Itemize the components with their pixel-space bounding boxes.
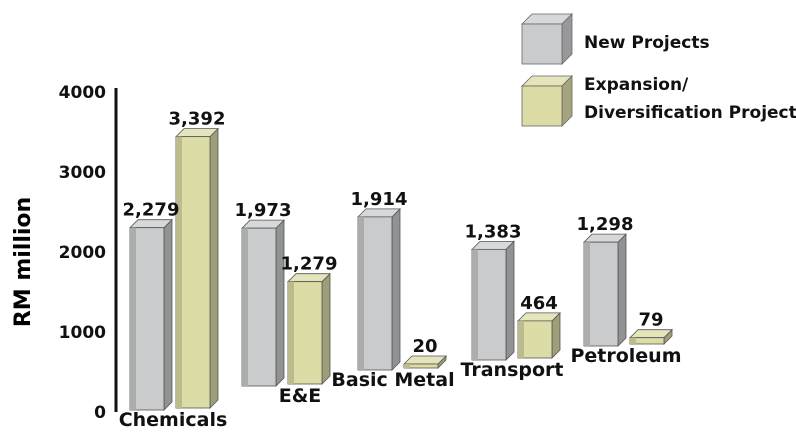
y-axis-label: RM million xyxy=(11,197,36,327)
data-label: 2,279 xyxy=(123,200,180,221)
data-label: 20 xyxy=(412,336,437,357)
legend-swatch xyxy=(521,23,563,65)
data-label: 1,914 xyxy=(351,189,408,210)
bar-edge xyxy=(472,249,478,360)
legend: New Projects Expansion/Diversification Pr… xyxy=(521,13,796,127)
category-label: Transport xyxy=(460,359,563,381)
bar-side xyxy=(391,207,401,371)
y-tick-label: 0 xyxy=(94,403,106,423)
data-label: 79 xyxy=(638,310,663,331)
y-axis: 0 1000 2000 3000 4000 xyxy=(59,83,118,423)
bar-top xyxy=(403,355,447,365)
y-tick-label: 1000 xyxy=(59,323,106,343)
bar-edge xyxy=(288,281,294,384)
bar-top xyxy=(517,312,561,322)
legend-swatch xyxy=(521,85,563,127)
bar-edge xyxy=(358,216,364,370)
category-labels: 2,279 3,392 Chemicals 1,973 1,279 E&E 1,914 20 B… xyxy=(119,109,682,431)
bar-top xyxy=(357,208,401,218)
bar-top xyxy=(583,233,627,243)
y-tick-label: 3000 xyxy=(59,163,106,183)
data-label: 1,298 xyxy=(577,214,634,235)
bar-edge xyxy=(584,242,590,346)
bar-side xyxy=(617,233,627,347)
y-tick-label: 2000 xyxy=(59,243,106,263)
data-label: 3,392 xyxy=(169,109,226,130)
bar-side xyxy=(321,272,331,385)
y-tick-label: 4000 xyxy=(59,83,106,103)
bar-side xyxy=(505,240,515,361)
legend-label: New Projects xyxy=(584,33,710,53)
bars xyxy=(129,127,673,411)
bar-edge xyxy=(242,228,248,386)
bar-side xyxy=(163,218,173,411)
bar-edge xyxy=(404,364,410,368)
bar-edge xyxy=(130,227,136,410)
category-label: E&E xyxy=(279,385,322,407)
bar-edge xyxy=(518,320,524,358)
bar-top xyxy=(175,128,219,138)
bar-side xyxy=(275,219,285,387)
data-label: 1,973 xyxy=(235,200,292,221)
bar-top xyxy=(287,273,331,283)
bar-edge xyxy=(630,337,636,344)
bar-side xyxy=(209,127,219,409)
bar-top xyxy=(241,219,285,229)
bar-top xyxy=(129,219,173,229)
bar-top xyxy=(629,329,673,339)
bar-top xyxy=(471,240,515,250)
legend-label: Diversification Projects xyxy=(584,103,796,123)
data-label: 1,279 xyxy=(281,254,338,275)
bar-edge xyxy=(176,136,182,408)
category-label: Basic Metal xyxy=(331,369,454,391)
legend-label: Expansion/ xyxy=(584,75,689,95)
category-label: Chemicals xyxy=(119,409,228,431)
data-label: 1,383 xyxy=(465,221,522,242)
data-label: 464 xyxy=(520,293,558,314)
category-label: Petroleum xyxy=(570,345,681,367)
